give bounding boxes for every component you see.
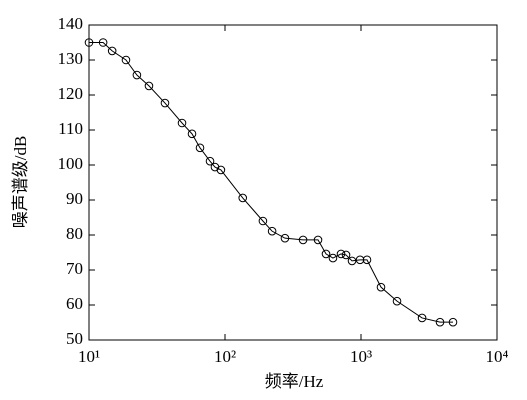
marker <box>321 249 331 259</box>
marker <box>84 38 94 47</box>
x-axis-label: 频率/Hz <box>265 372 324 391</box>
marker <box>267 226 277 236</box>
y-tick-label: 110 <box>58 119 83 138</box>
marker <box>98 38 108 47</box>
y-tick-label: 60 <box>66 294 83 313</box>
marker <box>121 55 131 65</box>
marker <box>355 255 365 265</box>
marker <box>392 296 402 306</box>
plot-frame <box>88 24 498 341</box>
marker <box>341 250 351 260</box>
marker <box>160 98 170 108</box>
marker <box>177 118 187 128</box>
x-tick-label: 10¹ <box>78 347 100 366</box>
marker <box>258 216 268 226</box>
y-tick-label: 80 <box>66 224 83 243</box>
marker <box>195 143 205 153</box>
marker <box>336 249 346 259</box>
marker <box>448 317 458 327</box>
y-tick-label: 50 <box>66 329 83 348</box>
line <box>89 42 453 323</box>
y-tick-label: 90 <box>66 189 83 208</box>
marker <box>298 235 308 245</box>
y-tick-label: 100 <box>58 154 84 173</box>
marker <box>280 233 290 243</box>
marker <box>216 165 226 175</box>
y-tick-label: 70 <box>66 259 83 278</box>
marker <box>417 313 427 323</box>
x-tick-label: 10² <box>214 347 236 366</box>
y-tick-label: 130 <box>58 49 84 68</box>
y-axis-label: 噪声谱级/dB <box>11 136 30 229</box>
marker <box>376 282 386 292</box>
marker <box>347 256 357 266</box>
y-tick-label: 140 <box>58 14 84 33</box>
marker <box>362 255 372 265</box>
x-tick-label: 10⁴ <box>486 347 509 366</box>
marker <box>313 235 323 245</box>
marker <box>238 193 248 203</box>
marker <box>328 253 338 263</box>
y-tick-label: 120 <box>58 84 84 103</box>
marker <box>187 129 197 139</box>
marker <box>435 317 445 327</box>
marker <box>144 81 154 91</box>
marker <box>132 70 142 80</box>
x-tick-label: 10³ <box>350 347 372 366</box>
marker <box>107 46 117 56</box>
marker <box>205 156 215 166</box>
